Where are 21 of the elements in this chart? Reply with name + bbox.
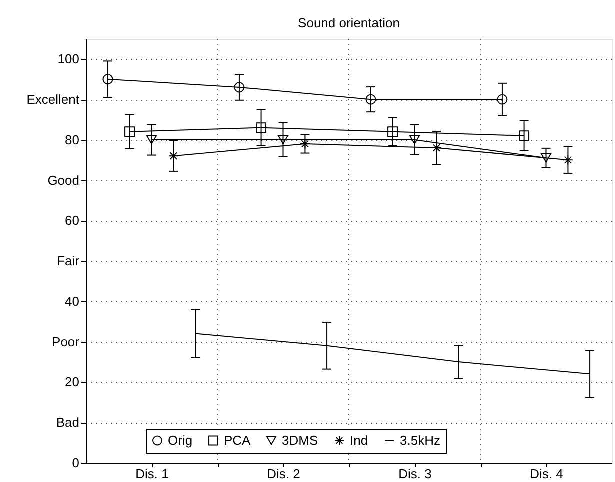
x-tick-label: Dis. 2 — [267, 466, 300, 482]
x-tick-label: Dis. 3 — [398, 466, 432, 482]
y-tick-label: 60 — [65, 213, 80, 228]
y-tick-label: 40 — [65, 294, 80, 309]
y-tick-label: Fair — [57, 254, 80, 269]
legend-label: Orig — [168, 432, 193, 448]
y-tick-label: 80 — [65, 132, 80, 148]
y-tick-label: 0 — [72, 456, 80, 470]
legend-label: 3.5kHz — [400, 432, 440, 448]
x-tick-label: Dis. 1 — [136, 466, 169, 482]
y-tick-label: Poor — [52, 334, 80, 350]
legend-label: PCA — [224, 432, 252, 448]
legend-label: Ind — [350, 432, 368, 448]
x-tick-label: Dis. 4 — [530, 466, 564, 482]
y-tick-label: 20 — [65, 374, 80, 390]
y-tick-label: 100 — [58, 52, 80, 67]
legend-label: 3DMS — [282, 432, 318, 448]
y-tick-label: Excellent — [26, 92, 80, 108]
y-tick-label: Good — [48, 172, 80, 188]
y-tick-label: Bad — [56, 415, 80, 430]
chart-title: Sound orientation — [298, 16, 400, 30]
